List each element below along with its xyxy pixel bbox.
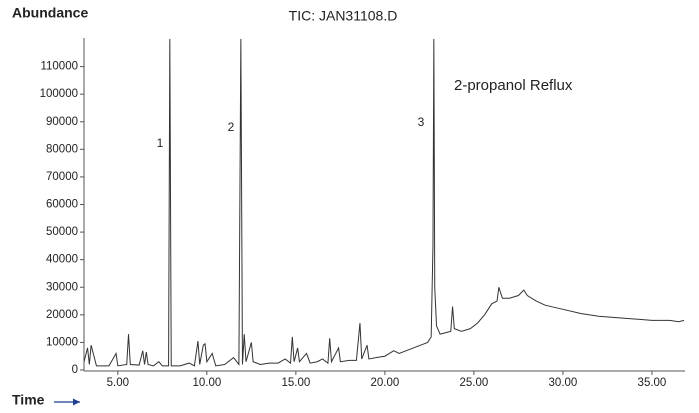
x-tick-label: 20.00 [370,377,399,389]
y-tick-label: 30000 [46,281,78,293]
chromatogram-line [84,38,685,367]
y-tick-label: 60000 [46,199,78,211]
y-tick-label: 0 [72,364,78,376]
x-tick-label: 35.00 [638,377,667,389]
y-tick-label: 90000 [46,116,78,128]
y-tick-label: 10000 [46,336,78,348]
chart-title: TIC: JAN31108.D [289,8,398,24]
y-tick-label: 20000 [46,309,78,321]
x-tick-label: 5.00 [107,377,129,389]
x-tick-label: 30.00 [549,377,578,389]
y-axis-label: Abundance [12,5,88,21]
annotation: 2 [228,120,235,134]
y-tick-label: 50000 [46,226,78,238]
x-tick-label: 10.00 [192,377,221,389]
y-tick-label: 80000 [46,143,78,155]
x-tick-label: 15.00 [281,377,310,389]
annotation: 2-propanol Reflux [454,77,573,94]
annotation: 3 [418,115,425,129]
x-tick-label: 25.00 [460,377,489,389]
y-tick-label: 40000 [46,254,78,266]
y-tick-label: 70000 [46,171,78,183]
time-arrow [54,398,80,406]
x-axis-label: Time [12,392,45,408]
annotation: 1 [157,136,164,150]
y-tick-label: 110000 [40,61,78,73]
y-tick-label: 100000 [40,88,78,100]
